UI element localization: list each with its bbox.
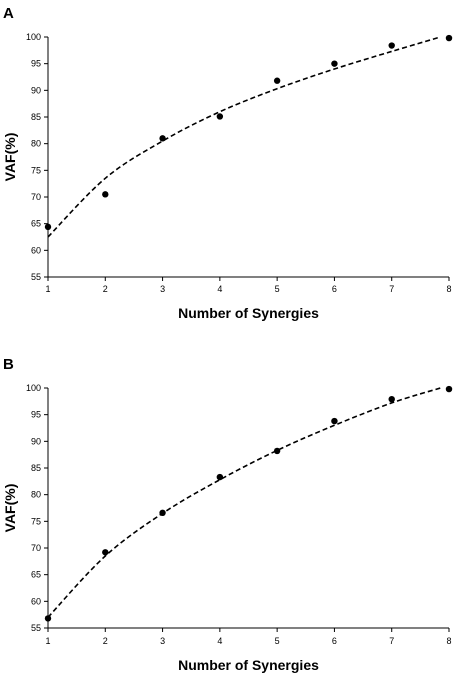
data-point — [44, 223, 52, 231]
x-tick-label: 4 — [217, 636, 222, 646]
panel-label: A — [3, 5, 14, 22]
y-tick-label: 90 — [31, 85, 41, 95]
y-tick-label: 75 — [31, 516, 41, 526]
y-tick-label: 55 — [31, 272, 41, 282]
x-tick-label: 5 — [275, 284, 280, 294]
y-tick-label: 60 — [31, 596, 41, 606]
y-tick-label: 95 — [31, 410, 41, 420]
x-tick-label: 7 — [389, 636, 394, 646]
y-tick-label: 80 — [31, 490, 41, 500]
x-tick-label: 2 — [103, 284, 108, 294]
y-tick-label: 90 — [31, 436, 41, 446]
y-tick-label: 65 — [31, 219, 41, 229]
y-tick-label: 80 — [31, 139, 41, 149]
x-tick-label: 8 — [446, 284, 451, 294]
data-point — [216, 473, 224, 481]
x-tick-label: 5 — [275, 636, 280, 646]
data-point — [388, 396, 395, 403]
y-tick-label: 85 — [31, 463, 41, 473]
y-tick-label: 75 — [31, 165, 41, 175]
y-tick-label: 70 — [31, 543, 41, 553]
panel-label: B — [3, 356, 14, 373]
x-tick-label: 4 — [217, 284, 222, 294]
trend-line — [47, 36, 441, 238]
y-axis-title: VAF(%) — [2, 133, 18, 182]
x-tick-label: 1 — [45, 636, 50, 646]
x-tick-label: 1 — [45, 284, 50, 294]
y-tick-label: 100 — [26, 32, 41, 42]
y-tick-label: 95 — [31, 59, 41, 69]
data-point — [445, 385, 453, 393]
data-point — [388, 42, 395, 49]
data-point — [331, 417, 338, 425]
chart-panel-b: B 55 60 65 70 75 80 85 90 95 100 1 2 3 4 5 6 7 8 Number of … — [2, 356, 453, 673]
data-point — [159, 509, 166, 516]
data-point — [102, 549, 109, 556]
data-point — [331, 60, 338, 67]
x-tick-label: 3 — [160, 636, 165, 646]
data-point — [273, 77, 281, 84]
data-point — [273, 447, 281, 455]
data-point — [445, 34, 453, 42]
x-tick-label: 8 — [446, 636, 451, 646]
y-tick-label: 85 — [31, 112, 41, 122]
x-tick-label: 7 — [389, 284, 394, 294]
x-tick-label: 2 — [103, 636, 108, 646]
y-tick-label: 65 — [31, 570, 41, 580]
data-point — [159, 135, 166, 142]
y-tick-label: 100 — [26, 383, 41, 393]
y-tick-label: 70 — [31, 192, 41, 202]
x-tick-label: 6 — [332, 284, 337, 294]
y-tick-label: 55 — [31, 623, 41, 633]
data-point — [216, 113, 224, 120]
data-point — [102, 191, 109, 198]
x-axis-title: Number of Synergies — [178, 657, 319, 673]
trend-line — [47, 387, 441, 618]
y-axis-title: VAF(%) — [2, 484, 18, 533]
x-axis-title: Number of Synergies — [178, 305, 319, 321]
chart-panel-a: A 55 60 65 70 75 80 85 90 95 100 1 2 3 4 5 6 7 8 Number of … — [2, 5, 453, 321]
y-tick-label: 60 — [31, 245, 41, 255]
data-point — [44, 615, 52, 622]
x-tick-label: 6 — [332, 636, 337, 646]
x-tick-label: 3 — [160, 284, 165, 294]
